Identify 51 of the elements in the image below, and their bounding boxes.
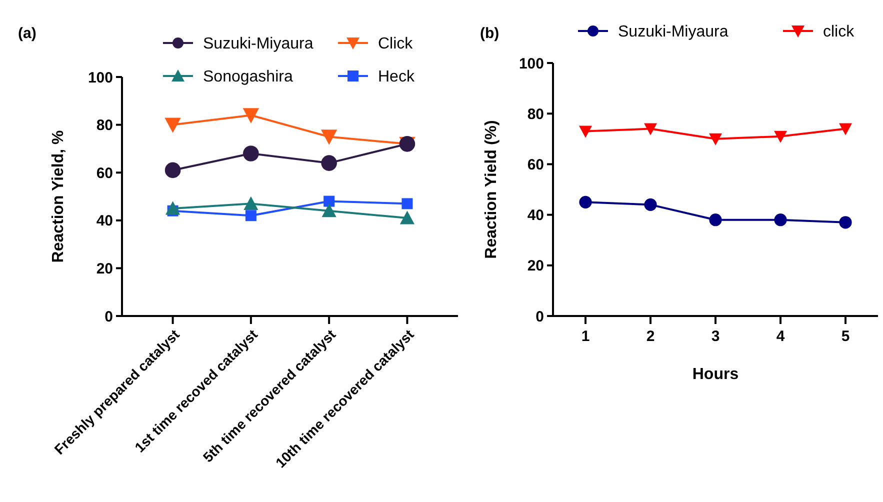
point	[324, 196, 335, 207]
point	[839, 216, 852, 229]
point	[400, 210, 415, 224]
point	[245, 210, 256, 222]
y-tick-label: 20	[527, 258, 544, 275]
y-tick-label: 100	[88, 69, 113, 86]
point	[164, 118, 181, 133]
y-tick-label: 60	[96, 164, 113, 182]
point	[320, 130, 338, 145]
point	[322, 204, 336, 218]
chart-title: (a)	[18, 25, 36, 42]
point	[579, 126, 592, 138]
x-tick-label: 3	[711, 328, 720, 345]
point	[709, 133, 722, 146]
chart-title: (b)	[480, 25, 500, 42]
y-tick-label: 40	[96, 212, 113, 230]
point	[243, 146, 259, 162]
legend-label: Suzuki-Miyaura	[618, 24, 728, 41]
point	[402, 198, 413, 210]
x-axis-title: Hours	[692, 366, 739, 383]
point	[164, 162, 181, 178]
legend-label: Sonogashira	[203, 68, 293, 86]
x-tick-label: 1	[581, 328, 590, 345]
x-tick-label: 5	[841, 328, 850, 345]
legend-label: Click	[378, 36, 414, 53]
point	[709, 214, 722, 226]
point	[644, 123, 657, 136]
point	[244, 196, 258, 210]
y-tick-label: 100	[518, 55, 544, 72]
legend-label: click	[823, 24, 856, 41]
y-tick-label: 60	[527, 156, 544, 174]
y-tick-label: 0	[536, 308, 544, 326]
y-axis-title: Reaction Yield (%)	[483, 120, 500, 259]
point	[242, 108, 260, 124]
point	[774, 214, 787, 226]
y-tick-label: 40	[527, 207, 544, 224]
y-axis-title: Reaction Yield, %	[50, 130, 67, 263]
x-tick-label: 2	[646, 328, 655, 345]
y-tick-label: 80	[527, 106, 544, 123]
point	[321, 155, 337, 171]
legend-label: Heck	[378, 68, 416, 86]
point	[839, 123, 852, 136]
point	[579, 196, 592, 208]
x-tick-label: 4	[776, 328, 786, 345]
point	[644, 198, 657, 211]
point	[165, 201, 180, 215]
y-tick-label: 80	[96, 117, 113, 134]
y-tick-label: 20	[96, 260, 113, 278]
y-tick-label: 0	[104, 308, 113, 326]
legend-label: Suzuki-Miyaura	[203, 36, 314, 53]
point	[774, 130, 787, 143]
